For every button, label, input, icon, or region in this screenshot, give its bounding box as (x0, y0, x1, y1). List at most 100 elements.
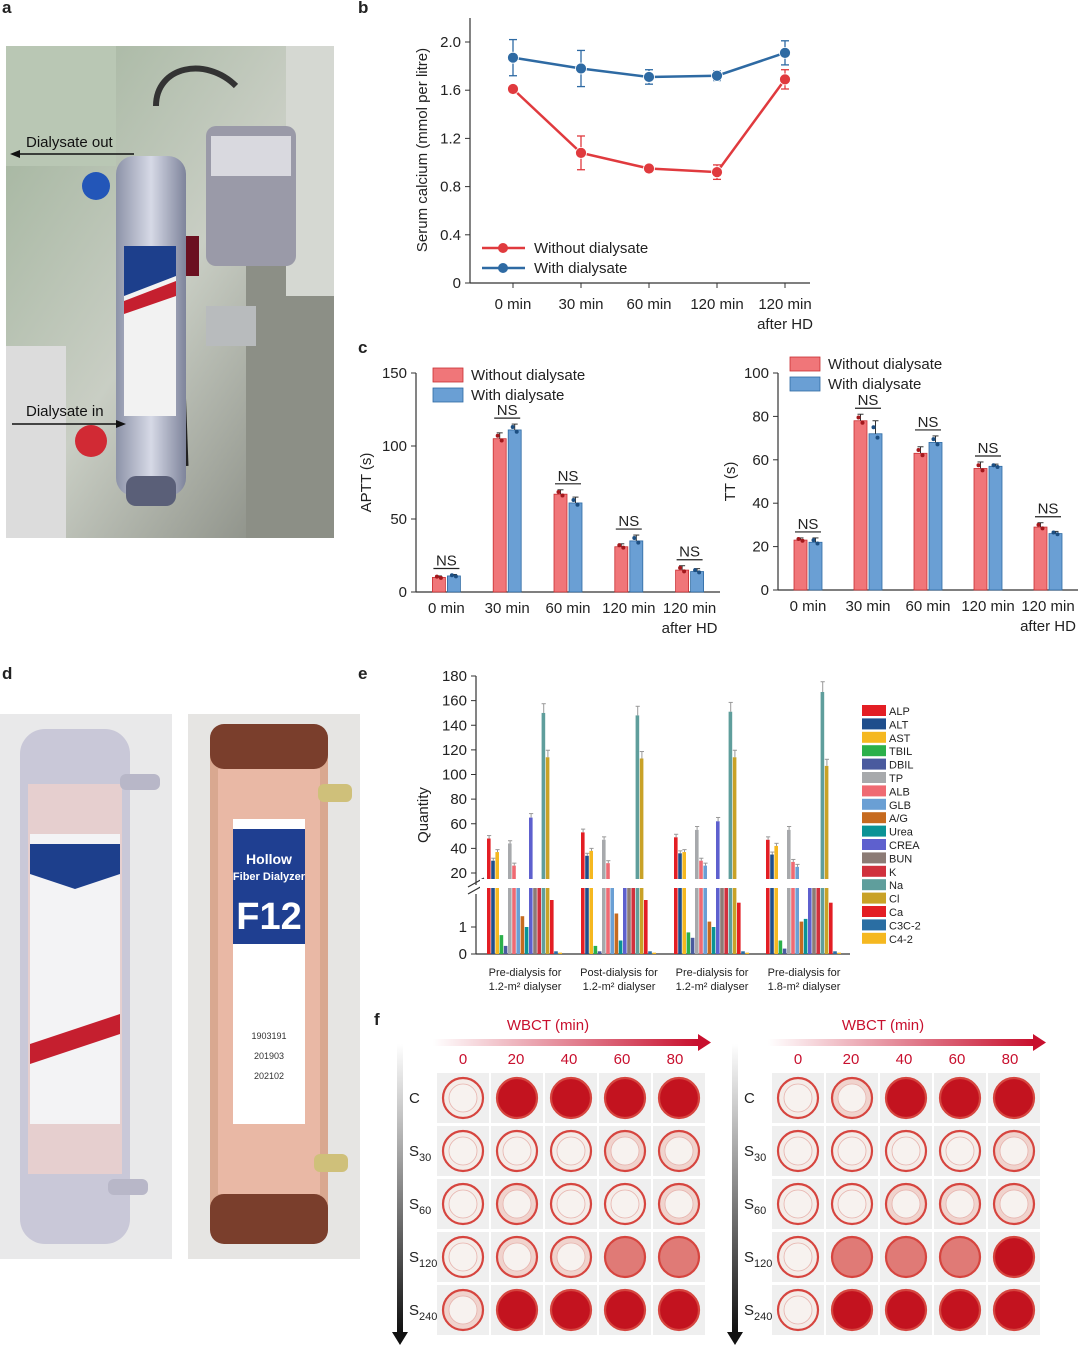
blood-well (495, 1288, 539, 1332)
y-tick-label: 140 (442, 717, 467, 734)
legend-label: TP (889, 773, 903, 785)
time-label: 0 (459, 1051, 467, 1068)
blood-well (830, 1288, 874, 1332)
bar (512, 865, 516, 954)
label-f12: F12 (236, 896, 301, 938)
y-tick-label: 60 (752, 452, 769, 469)
well-inner (837, 1136, 867, 1166)
time-label: 0 (794, 1051, 802, 1068)
significance-label: NS (918, 414, 939, 431)
chart-aptt: 0 50 100 150 APTT (s) 0 min NS 30 min NS 60 min NS… (360, 365, 720, 637)
legend-label: Urea (889, 827, 914, 839)
data-dot (556, 489, 561, 494)
bar (745, 952, 749, 954)
bar (678, 853, 682, 954)
strength-arrow-head (727, 1332, 743, 1345)
blood-well (657, 1076, 701, 1120)
data-dot (811, 538, 816, 543)
significance-label: NS (497, 402, 518, 419)
label-dialysate-out: Dialysate out (26, 134, 114, 151)
blood-well (884, 1288, 928, 1332)
data-dot (693, 568, 698, 573)
time-arrow-head (1033, 1034, 1046, 1051)
data-dot (860, 420, 865, 425)
bar (674, 837, 678, 954)
panel-letter-b: b (358, 0, 369, 17)
bar (791, 861, 795, 954)
y-axis-label: APTT (s) (360, 453, 375, 513)
strength-arrow-head (392, 1332, 408, 1345)
panel-letter-f: f (374, 1010, 380, 1029)
blood-well (992, 1076, 1036, 1120)
data-dot (875, 435, 880, 440)
blood-well (657, 1288, 701, 1332)
y-tick-label: 1 (459, 919, 467, 936)
axis-break-gap (480, 879, 854, 888)
x-tick-label: Post-dialysis for (580, 967, 658, 979)
bar (627, 888, 631, 954)
y-tick-label: 0.8 (440, 179, 461, 196)
bar (720, 888, 724, 954)
panel-letter-d: d (2, 664, 13, 683)
bar (508, 843, 512, 954)
bar (652, 952, 656, 954)
bar (644, 900, 648, 954)
bar (602, 839, 606, 954)
y-tick-label: 20 (450, 865, 467, 882)
well-inner (999, 1189, 1029, 1219)
data-dot (871, 425, 876, 430)
bar (928, 442, 943, 591)
significance-label: NS (436, 552, 457, 569)
data-dot (449, 573, 454, 578)
y-tick-label: 0.4 (440, 227, 461, 244)
panel-letter-e: e (358, 664, 368, 683)
row-label: S120 (744, 1249, 772, 1270)
data-dot (916, 448, 921, 453)
x-tick-label: 120 min (602, 600, 655, 617)
well-inner (945, 1189, 975, 1219)
legend-swatch (789, 356, 821, 372)
bar (537, 888, 541, 954)
x-tick-label: 60 min (626, 296, 671, 313)
row-label: S120 (409, 1249, 437, 1270)
legend-label: GLB (889, 800, 911, 812)
legend-swatch (862, 879, 886, 891)
legend-label: ALT (889, 719, 909, 731)
data-dot (796, 537, 801, 542)
row-label-sub: 60 (754, 1205, 766, 1217)
bar (432, 576, 446, 593)
bar (690, 571, 705, 593)
bar (558, 952, 562, 954)
y-tick-label: 180 (442, 668, 467, 685)
bar (533, 888, 537, 954)
legend-swatch (862, 852, 886, 864)
y-axis-label: TT (s) (722, 462, 739, 502)
time-arrow (768, 1039, 1033, 1046)
legend-swatch (862, 906, 886, 917)
y-tick-label: 60 (450, 816, 467, 833)
legend-label: Without dialysate (534, 240, 648, 257)
data-dot (1051, 530, 1056, 535)
bar (988, 465, 1003, 591)
well-inner (945, 1136, 975, 1166)
blood-well (495, 1076, 539, 1120)
x-tick-label: 30 min (845, 598, 890, 615)
y-tick-label: 100 (744, 365, 769, 382)
legend-label: ALP (889, 706, 910, 718)
blood-well (830, 1235, 874, 1279)
data-point (575, 146, 587, 159)
bar (682, 852, 686, 954)
time-label: 80 (1002, 1051, 1019, 1068)
bar (782, 948, 787, 954)
time-label: 40 (561, 1051, 578, 1068)
bar (516, 888, 520, 954)
well-inner (502, 1136, 532, 1166)
blood-well (549, 1076, 593, 1120)
x-tick-label: after HD (757, 316, 813, 333)
data-point (711, 166, 723, 179)
legend-swatch (789, 376, 821, 392)
time-label: 20 (508, 1051, 525, 1068)
bar (707, 921, 712, 954)
x-tick-label: 120 min (690, 296, 743, 313)
x-tick-label: Pre-dialysis for (768, 967, 841, 979)
